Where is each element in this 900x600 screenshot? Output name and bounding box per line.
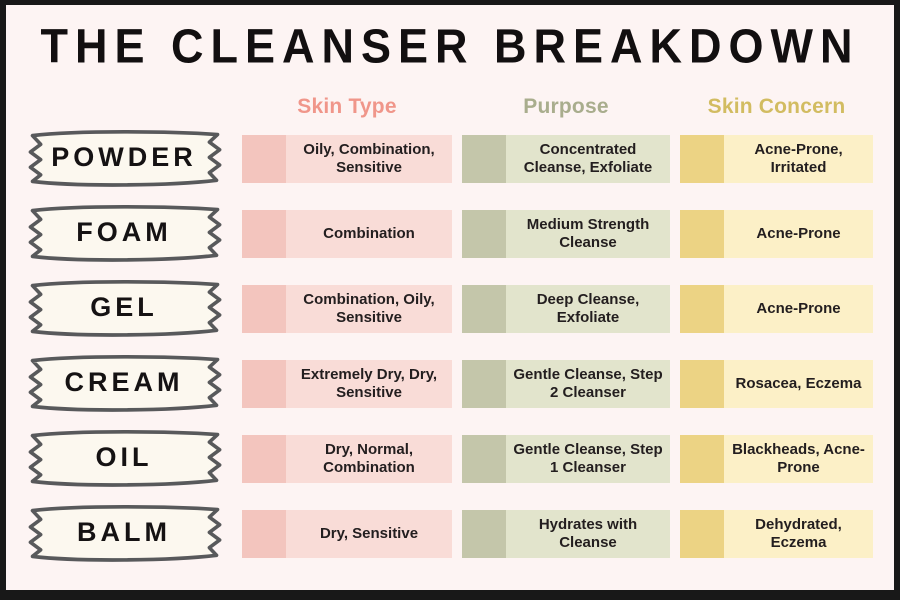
- cell-color-tab: [680, 509, 724, 558]
- cell-skin-concern: Acne-Prone, Irritated: [680, 134, 873, 183]
- table-row: OIL Dry, Normal, Combination Gentle Clea…: [6, 428, 894, 489]
- column-header-row: Skin Type Purpose Skin Concern: [6, 91, 894, 123]
- cell-color-tab: [680, 209, 724, 258]
- cell-color-tab: [462, 509, 506, 558]
- washi-tape-frame: [28, 429, 222, 487]
- cell-text: Combination: [286, 209, 452, 258]
- table-row: POWDER Oily, Combination, Sensitive Conc…: [6, 128, 894, 189]
- cell-purpose: Gentle Cleanse, Step 2 Cleanser: [462, 359, 670, 408]
- table-row: BALM Dry, Sensitive Hydrates with Cleans…: [6, 503, 894, 564]
- column-header-purpose: Purpose: [523, 95, 609, 118]
- row-label-box: FOAM: [16, 203, 232, 264]
- cell-skin-concern: Acne-Prone: [680, 284, 873, 333]
- column-header-skin-concern: Skin Concern: [707, 95, 846, 118]
- cell-purpose: Hydrates with Cleanse: [462, 509, 670, 558]
- cell-color-tab: [462, 434, 506, 483]
- cell-text: Combination, Oily, Sensitive: [286, 284, 452, 333]
- cell-color-tab: [680, 434, 724, 483]
- cell-color-tab: [242, 209, 286, 258]
- cell-text: Rosacea, Eczema: [724, 359, 873, 408]
- row-label: CREAM: [64, 367, 184, 397]
- cell-color-tab: [462, 209, 506, 258]
- cell-color-tab: [242, 434, 286, 483]
- cell-color-tab: [680, 134, 724, 183]
- cell-purpose: Gentle Cleanse, Step 1 Cleanser: [462, 434, 670, 483]
- row-label-box: GEL: [16, 278, 232, 339]
- washi-tape-frame: [28, 204, 222, 262]
- cell-purpose: Medium Strength Cleanse: [462, 209, 670, 258]
- cell-purpose: Concentrated Cleanse, Exfoliate: [462, 134, 670, 183]
- cell-color-tab: [242, 134, 286, 183]
- cell-skin-type: Combination: [242, 209, 452, 258]
- washi-tape-frame: [28, 504, 222, 562]
- cell-text: Dry, Sensitive: [286, 509, 452, 558]
- washi-tape-frame: [28, 129, 222, 187]
- cell-text: Acne-Prone: [724, 209, 873, 258]
- cell-color-tab: [242, 359, 286, 408]
- cell-text: Dehydrated, Eczema: [724, 509, 873, 558]
- cell-skin-concern: Dehydrated, Eczema: [680, 509, 873, 558]
- cell-color-tab: [680, 359, 724, 408]
- cell-skin-concern: Blackheads, Acne-Prone: [680, 434, 873, 483]
- cell-text: Extremely Dry, Dry, Sensitive: [286, 359, 452, 408]
- cell-text: Deep Cleanse, Exfoliate: [506, 284, 670, 333]
- cell-skin-type: Extremely Dry, Dry, Sensitive: [242, 359, 452, 408]
- row-label: POWDER: [51, 142, 197, 172]
- cell-text: Concentrated Cleanse, Exfoliate: [506, 134, 670, 183]
- row-label-box: CREAM: [16, 353, 232, 414]
- cell-text: Dry, Normal, Combination: [286, 434, 452, 483]
- cell-skin-concern: Rosacea, Eczema: [680, 359, 873, 408]
- table-row: FOAM Combination Medium Strength Cleanse…: [6, 203, 894, 264]
- cell-skin-type: Dry, Normal, Combination: [242, 434, 452, 483]
- row-label: GEL: [90, 292, 158, 322]
- cell-color-tab: [680, 284, 724, 333]
- cell-text: Gentle Cleanse, Step 2 Cleanser: [506, 359, 670, 408]
- row-label: BALM: [77, 517, 171, 547]
- column-header-skin-type: Skin Type: [297, 95, 397, 118]
- cell-text: Oily, Combination, Sensitive: [286, 134, 452, 183]
- row-label-box: OIL: [16, 428, 232, 489]
- cell-skin-type: Combination, Oily, Sensitive: [242, 284, 452, 333]
- cell-skin-type: Oily, Combination, Sensitive: [242, 134, 452, 183]
- washi-tape-frame: [28, 354, 222, 412]
- cell-text: Medium Strength Cleanse: [506, 209, 670, 258]
- cell-text: Hydrates with Cleanse: [506, 509, 670, 558]
- cell-color-tab: [242, 509, 286, 558]
- cell-skin-concern: Acne-Prone: [680, 209, 873, 258]
- cell-text: Acne-Prone, Irritated: [724, 134, 873, 183]
- table-body: POWDER Oily, Combination, Sensitive Conc…: [6, 128, 894, 564]
- washi-tape-frame: [28, 279, 222, 337]
- row-label-box: BALM: [16, 503, 232, 564]
- table-row: CREAM Extremely Dry, Dry, Sensitive Gent…: [6, 353, 894, 414]
- cell-text: Acne-Prone: [724, 284, 873, 333]
- cell-color-tab: [242, 284, 286, 333]
- row-label: OIL: [95, 442, 153, 472]
- row-label-box: POWDER: [16, 128, 232, 189]
- cell-color-tab: [462, 284, 506, 333]
- table-row: GEL Combination, Oily, Sensitive Deep Cl…: [6, 278, 894, 339]
- page-title: THE CLEANSER BREAKDOWN: [40, 18, 860, 74]
- cell-text: Blackheads, Acne-Prone: [724, 434, 873, 483]
- cell-color-tab: [462, 359, 506, 408]
- cell-purpose: Deep Cleanse, Exfoliate: [462, 284, 670, 333]
- cell-color-tab: [462, 134, 506, 183]
- cell-skin-type: Dry, Sensitive: [242, 509, 452, 558]
- cell-text: Gentle Cleanse, Step 1 Cleanser: [506, 434, 670, 483]
- row-label: FOAM: [76, 217, 172, 247]
